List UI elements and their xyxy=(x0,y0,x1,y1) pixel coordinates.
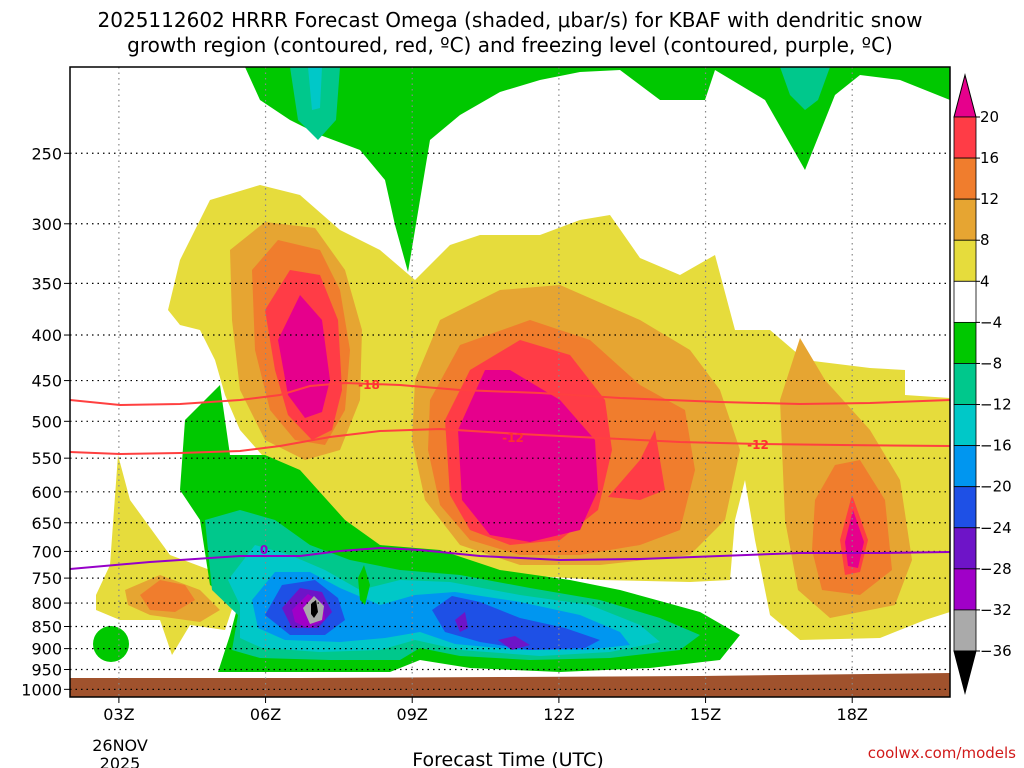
y-tick-label-550: 550 xyxy=(31,449,62,468)
omega-region-black-core xyxy=(311,600,318,618)
y-tick-label-700: 700 xyxy=(31,542,62,561)
colorbar-swatch-9 xyxy=(953,486,977,529)
colorbar-swatch-11 xyxy=(953,568,977,611)
colorbar-swatch-5 xyxy=(953,321,977,364)
colorbar-swatch-2 xyxy=(953,198,977,241)
y-tick-label-800: 800 xyxy=(31,594,62,613)
colorbar-label-0: 20 xyxy=(980,108,999,126)
y-tick-label-500: 500 xyxy=(31,412,62,431)
colorbar: 20 16 12 8 4 −4 −8 −12 −16 −20 −24 −28 −32 −36 xyxy=(953,73,1012,695)
freezing-level-contour xyxy=(70,546,950,570)
x-tick-label-09Z: 09Z xyxy=(397,705,428,724)
plot-frame xyxy=(69,66,951,698)
dgz-contour-lower xyxy=(70,427,950,456)
x-axis-label: Forecast Time (UTC) xyxy=(412,749,603,768)
colorbar-swatch-0 xyxy=(953,116,977,159)
colorbar-swatch-10 xyxy=(953,527,977,570)
y-tick-label-400: 400 xyxy=(31,326,62,345)
colorbar-swatch-8 xyxy=(953,445,977,488)
y-tick-label-450: 450 xyxy=(31,372,62,391)
colorbar-swatch-7 xyxy=(953,404,977,447)
x-date-line1: 26NOV xyxy=(92,736,148,755)
omega-region-blue-lower xyxy=(265,580,600,650)
omega-region-teal-upper-right xyxy=(780,67,830,110)
omega-region-pink-center xyxy=(458,370,598,542)
x-tick-label-03Z: 03Z xyxy=(103,705,134,724)
colorbar-label-4: 4 xyxy=(980,272,990,290)
colorbar-swatch-6 xyxy=(953,363,977,405)
colorbar-swatch-3 xyxy=(953,239,977,282)
y-tick-label-600: 600 xyxy=(31,483,62,502)
colorbar-label-5: −4 xyxy=(980,313,1002,331)
x-date-line2: 2025 xyxy=(100,754,141,768)
omega-region-pink-left xyxy=(278,295,330,418)
colorbar-swatch-12 xyxy=(953,609,977,652)
dgz-label-upper: -18 xyxy=(358,378,380,392)
colorbar-label-8: −16 xyxy=(980,437,1012,455)
omega-region-green-upper xyxy=(245,67,950,272)
colorbar-top-triangle xyxy=(953,73,977,118)
colorbar-swatch-4 xyxy=(953,280,977,323)
colorbar-label-3: 8 xyxy=(980,231,990,249)
y-tick-label-300: 300 xyxy=(31,215,62,234)
omega-region-green-small-left xyxy=(93,626,129,662)
colorbar-label-10: −24 xyxy=(980,519,1012,537)
chart-title-line1: 2025112602 HRRR Forecast Omega (shaded, … xyxy=(98,8,923,32)
y-tick-label-750: 750 xyxy=(31,569,62,588)
freezing-level-label: 0 xyxy=(260,543,268,557)
colorbar-bottom-triangle xyxy=(953,650,977,695)
omega-region-purple-lower xyxy=(282,588,530,650)
omega-region-green-spot xyxy=(358,565,370,605)
shaded-field xyxy=(70,67,950,697)
grid-lines xyxy=(70,67,950,697)
x-tick-label-15Z: 15Z xyxy=(690,705,721,724)
x-axis: 03Z 06Z 09Z 12Z 15Z 18Z xyxy=(103,697,868,724)
dgz-label-lower-a: -12 xyxy=(502,431,524,445)
credit-text: coolwx.com/models xyxy=(868,744,1016,762)
colorbar-label-7: −12 xyxy=(980,396,1012,414)
terrain-fill xyxy=(70,673,950,697)
x-tick-label-06Z: 06Z xyxy=(250,705,281,724)
y-axis: 250 300 350 400 450 500 550 600 650 700 750 800 850 9… xyxy=(21,144,70,699)
colorbar-label-11: −28 xyxy=(980,560,1012,578)
omega-region-orange-lowleft xyxy=(140,580,195,612)
y-tick-label-950: 950 xyxy=(31,661,62,680)
colorbar-label-1: 16 xyxy=(980,149,999,167)
y-tick-label-1000: 1000 xyxy=(21,680,62,699)
colorbar-label-12: −32 xyxy=(980,601,1012,619)
dgz-label-lower-b: -12 xyxy=(747,438,769,452)
colorbar-label-9: −20 xyxy=(980,478,1012,496)
y-tick-label-350: 350 xyxy=(31,274,62,293)
x-tick-label-12Z: 12Z xyxy=(543,705,574,724)
chart-title-line2: growth region (contoured, red, ºC) and f… xyxy=(127,33,893,57)
y-tick-label-900: 900 xyxy=(31,640,62,659)
colorbar-swatch-1 xyxy=(953,157,977,200)
y-tick-label-650: 650 xyxy=(31,514,62,533)
y-tick-label-250: 250 xyxy=(31,144,62,163)
colorbar-label-6: −8 xyxy=(980,354,1002,372)
y-tick-label-850: 850 xyxy=(31,617,62,636)
x-tick-label-18Z: 18Z xyxy=(837,705,868,724)
omega-region-cyan-upper xyxy=(308,67,322,110)
omega-region-red-finger xyxy=(608,430,665,500)
colorbar-label-13: −36 xyxy=(980,642,1012,660)
dgz-contour-upper xyxy=(70,381,950,407)
colorbar-label-2: 12 xyxy=(980,190,999,208)
